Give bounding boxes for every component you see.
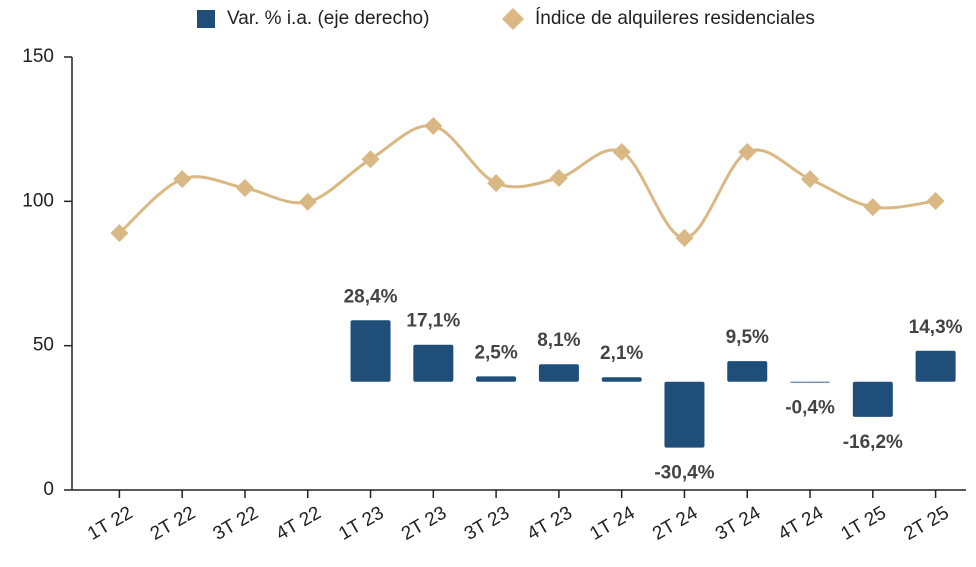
x-tick-label: 3T 24 <box>712 502 765 545</box>
value-label: 17,1% <box>406 311 460 332</box>
y-tick-label: 0 <box>43 479 54 500</box>
value-label: 9,5% <box>726 327 769 348</box>
x-tick-label: 3T 22 <box>210 502 262 544</box>
x-tick-label: 4T 23 <box>524 502 576 544</box>
value-label: -16,2% <box>843 432 903 453</box>
legend-swatch <box>197 10 215 28</box>
bar <box>664 381 705 448</box>
bar <box>790 381 831 383</box>
marker <box>738 142 757 161</box>
marker <box>487 174 506 193</box>
marker <box>675 228 694 247</box>
x-tick-label: 2T 25 <box>900 502 952 544</box>
y-tick-label: 100 <box>22 190 54 211</box>
value-label: -30,4% <box>654 463 714 484</box>
bar <box>852 381 893 417</box>
bar <box>538 364 579 382</box>
marker <box>298 192 317 211</box>
marker <box>801 170 820 189</box>
legend-label: Var. % i.a. (eje derecho) <box>227 8 429 29</box>
marker <box>926 192 945 211</box>
y-tick-label: 50 <box>33 335 54 356</box>
bar <box>601 377 642 382</box>
x-tick-label: 1T 25 <box>838 502 890 544</box>
marker <box>173 170 192 189</box>
legend-label: Índice de alquileres residenciales <box>535 8 815 29</box>
marker <box>235 179 254 198</box>
bar <box>915 350 956 382</box>
y-tick-label: 150 <box>22 46 54 67</box>
value-label: 2,5% <box>474 342 517 363</box>
line <box>118 124 936 240</box>
marker <box>361 150 380 169</box>
x-tick-label: 4T 24 <box>775 502 828 545</box>
value-label: 2,1% <box>600 343 643 364</box>
value-label: 14,3% <box>909 317 963 338</box>
x-tick-label: 1T 23 <box>335 502 387 544</box>
value-label: -0,4% <box>785 398 835 419</box>
bar <box>413 344 454 382</box>
x-tick-label: 3T 23 <box>461 502 513 544</box>
bar <box>350 320 391 382</box>
x-tick-label: 1T 22 <box>84 502 136 544</box>
marker <box>863 198 882 217</box>
x-tick-label: 2T 23 <box>398 502 450 544</box>
x-tick-label: 4T 22 <box>272 502 324 544</box>
marker <box>424 116 443 135</box>
x-tick-label: 2T 24 <box>649 502 702 545</box>
legend-swatch <box>502 8 524 30</box>
marker <box>549 168 568 187</box>
value-label: 8,1% <box>537 330 580 351</box>
bar <box>727 361 768 382</box>
value-label: 28,4% <box>344 286 398 307</box>
x-tick-label: 2T 22 <box>147 502 199 544</box>
x-tick-label: 1T 24 <box>586 502 639 545</box>
marker <box>612 142 631 161</box>
bar <box>476 376 517 382</box>
marker <box>110 224 129 243</box>
